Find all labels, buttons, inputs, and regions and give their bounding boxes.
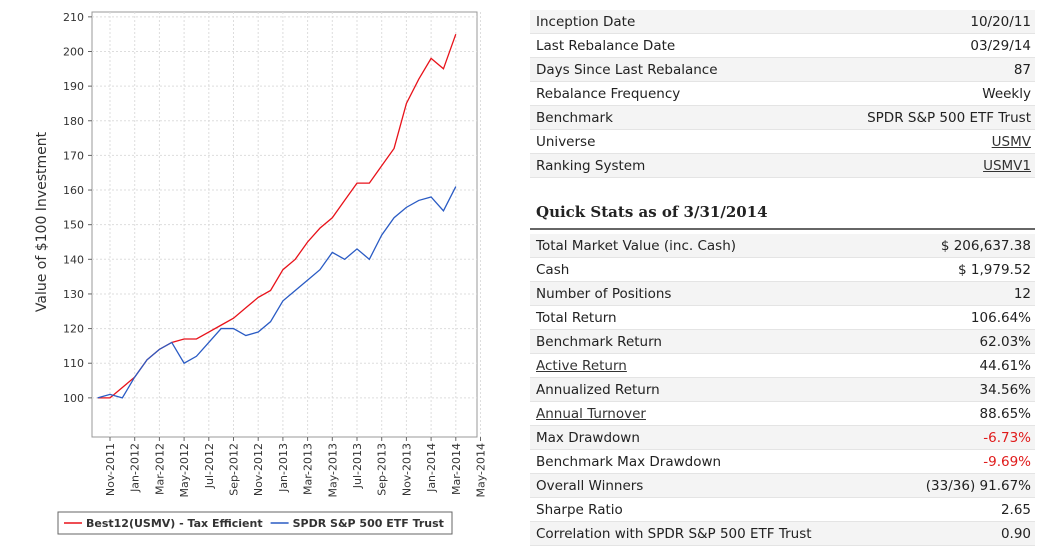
x-tick-label: Sep-2012: [228, 443, 241, 496]
y-tick-label: 170: [63, 149, 84, 162]
x-tick-label: Jul-2012: [203, 443, 216, 489]
row: Overall Winners (33/36) 91.67%: [530, 473, 1035, 498]
label: Overall Winners: [530, 473, 890, 498]
y-tick-label: 130: [63, 288, 84, 301]
value: 34.56%: [889, 377, 1035, 402]
label: Total Market Value (inc. Cash): [530, 234, 890, 258]
row: Universe USMV: [530, 129, 1035, 154]
label: Inception Date: [530, 10, 795, 34]
x-tick-label: Nov-2011: [104, 443, 117, 496]
value[interactable]: USMV: [794, 129, 1035, 154]
label: Cash: [530, 257, 890, 282]
value: 44.61%: [889, 353, 1035, 378]
row: Benchmark Return 62.03%: [530, 329, 1035, 354]
value: 0.90: [889, 521, 1035, 546]
y-tick-label: 160: [63, 184, 84, 197]
value[interactable]: USMV1: [794, 153, 1035, 178]
row: Total Market Value (inc. Cash) $ 206,637.…: [530, 234, 1035, 258]
quick-stats-table: Total Market Value (inc. Cash) $ 206,637.…: [530, 234, 1035, 546]
label: Benchmark: [530, 105, 795, 130]
y-tick-label: 100: [63, 392, 84, 405]
y-tick-label: 190: [63, 80, 84, 93]
row: Annual Turnover 88.65%: [530, 401, 1035, 426]
row: Cash $ 1,979.52: [530, 257, 1035, 282]
value: 12: [889, 281, 1035, 306]
value: 03/29/14: [794, 33, 1035, 58]
rule: [530, 228, 1035, 230]
row: Benchmark SPDR S&P 500 ETF Trust: [530, 105, 1035, 130]
label: Days Since Last Rebalance: [530, 57, 795, 82]
label: Ranking System: [530, 153, 795, 178]
value: 2.65: [889, 497, 1035, 522]
quick-stats-title: Quick Stats as of 3/31/2014: [536, 203, 768, 221]
y-tick-label: 120: [63, 323, 84, 336]
row: Inception Date 10/20/11: [530, 10, 1035, 34]
x-tick-label: Nov-2012: [252, 443, 265, 496]
y-tick-label: 110: [63, 357, 84, 370]
label: Universe: [530, 129, 795, 154]
y-tick-label: 200: [63, 45, 84, 58]
y-tick-label: 180: [63, 115, 84, 128]
y-axis-label: Value of $100 Investment: [34, 131, 50, 312]
row: Max Drawdown -6.73%: [530, 425, 1035, 450]
y-tick-label: 140: [63, 253, 84, 266]
value: $ 206,637.38: [889, 234, 1035, 258]
legend-label: SPDR S&P 500 ETF Trust: [293, 517, 444, 530]
x-tick-label: Jan-2012: [129, 443, 142, 493]
legend: [57, 511, 453, 535]
row: Number of Positions 12: [530, 281, 1035, 306]
label[interactable]: Annual Turnover: [530, 401, 890, 426]
value: 106.64%: [889, 305, 1035, 330]
x-tick-label: Jan-2014: [425, 443, 438, 493]
row: Sharpe Ratio 2.65: [530, 497, 1035, 522]
label: Correlation with SPDR S&P 500 ETF Trust: [530, 521, 890, 546]
row: Rebalance Frequency Weekly: [530, 81, 1035, 106]
x-tick-label: Nov-2013: [400, 443, 413, 496]
x-tick-label: Mar-2012: [153, 443, 166, 495]
label: Total Return: [530, 305, 890, 330]
value: 87: [794, 57, 1035, 82]
label[interactable]: Active Return: [530, 353, 890, 378]
row: Ranking System USMV1: [530, 153, 1035, 178]
x-tick-label: Jul-2013: [351, 443, 364, 489]
value: 10/20/11: [794, 10, 1035, 34]
x-tick-label: May-2014: [475, 443, 488, 498]
row: Total Return 106.64%: [530, 305, 1035, 330]
label: Sharpe Ratio: [530, 497, 890, 522]
label: Benchmark Max Drawdown: [530, 449, 890, 474]
value: -6.73%: [889, 425, 1035, 450]
x-tick-label: Jan-2013: [277, 443, 290, 493]
label: Rebalance Frequency: [530, 81, 795, 106]
x-tick-label: Sep-2013: [376, 443, 389, 496]
row: Correlation with SPDR S&P 500 ETF Trust 0…: [530, 521, 1035, 546]
value: SPDR S&P 500 ETF Trust: [794, 105, 1035, 130]
value: Weekly: [794, 81, 1035, 106]
row: Benchmark Max Drawdown -9.69%: [530, 449, 1035, 474]
row: Last Rebalance Date 03/29/14: [530, 33, 1035, 58]
row: Active Return 44.61%: [530, 353, 1035, 378]
label: Max Drawdown: [530, 425, 890, 450]
legend-label: Best12(USMV) - Tax Efficient: [86, 517, 263, 530]
x-tick-label: Mar-2013: [302, 443, 315, 495]
x-tick-label: May-2012: [178, 443, 191, 498]
y-tick-label: 210: [63, 11, 84, 24]
value: 62.03%: [889, 329, 1035, 354]
value: $ 1,979.52: [889, 257, 1035, 282]
label: Last Rebalance Date: [530, 33, 795, 58]
x-tick-label: Mar-2014: [450, 443, 463, 495]
label: Benchmark Return: [530, 329, 890, 354]
value: -9.69%: [889, 449, 1035, 474]
label: Annualized Return: [530, 377, 890, 402]
row: Annualized Return 34.56%: [530, 377, 1035, 402]
info-table: Inception Date 10/20/11 Last Rebalance Dat…: [530, 10, 1035, 178]
chart: Value of $100 Investment 100 110 120 130 140…: [34, 11, 488, 535]
series-line: [97, 186, 457, 399]
value: 88.65%: [889, 401, 1035, 426]
value: (33/36) 91.67%: [889, 473, 1035, 498]
y-tick-label: 150: [63, 219, 84, 232]
x-tick-label: May-2013: [326, 443, 339, 498]
row: Days Since Last Rebalance 87: [530, 57, 1035, 82]
label: Number of Positions: [530, 281, 890, 306]
